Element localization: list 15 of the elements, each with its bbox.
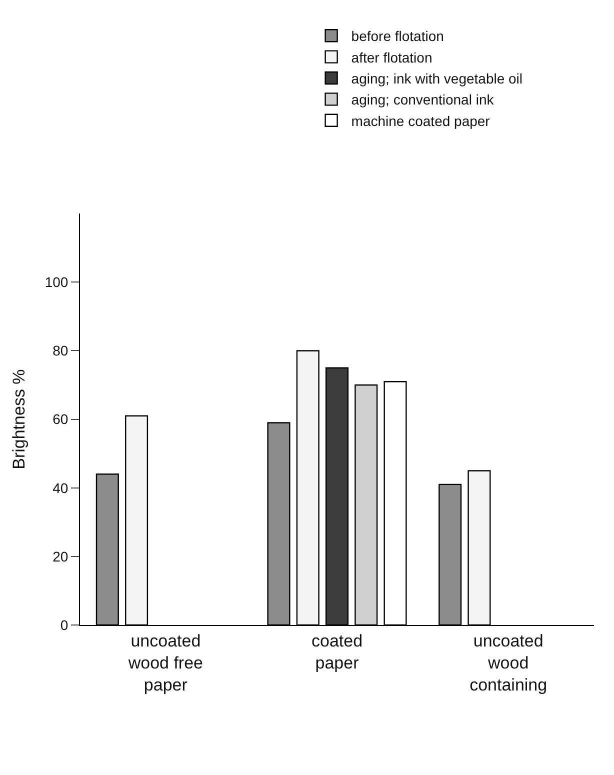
y-tick-label: 60 bbox=[52, 411, 68, 428]
legend-label: machine coated paper bbox=[351, 112, 490, 129]
y-tick-label: 40 bbox=[52, 480, 68, 496]
legend-label: aging; ink with vegetable oil bbox=[351, 70, 523, 86]
y-tick-label: 0 bbox=[60, 616, 68, 633]
y-tick-label: 80 bbox=[52, 342, 68, 359]
x-tick-label: uncoated wood containing bbox=[470, 631, 548, 695]
y-axis-title: Brightness % bbox=[9, 369, 28, 470]
x-tick-label: uncoated wood free paper bbox=[127, 631, 204, 695]
legend-label: before flotation bbox=[351, 28, 444, 44]
legend-label: aging; conventional ink bbox=[351, 92, 495, 108]
legend-label: after flotation bbox=[351, 49, 432, 66]
y-tick-label: 20 bbox=[52, 548, 68, 564]
x-tick-label: coated paper bbox=[311, 631, 363, 672]
y-tick-label: 100 bbox=[44, 274, 68, 290]
